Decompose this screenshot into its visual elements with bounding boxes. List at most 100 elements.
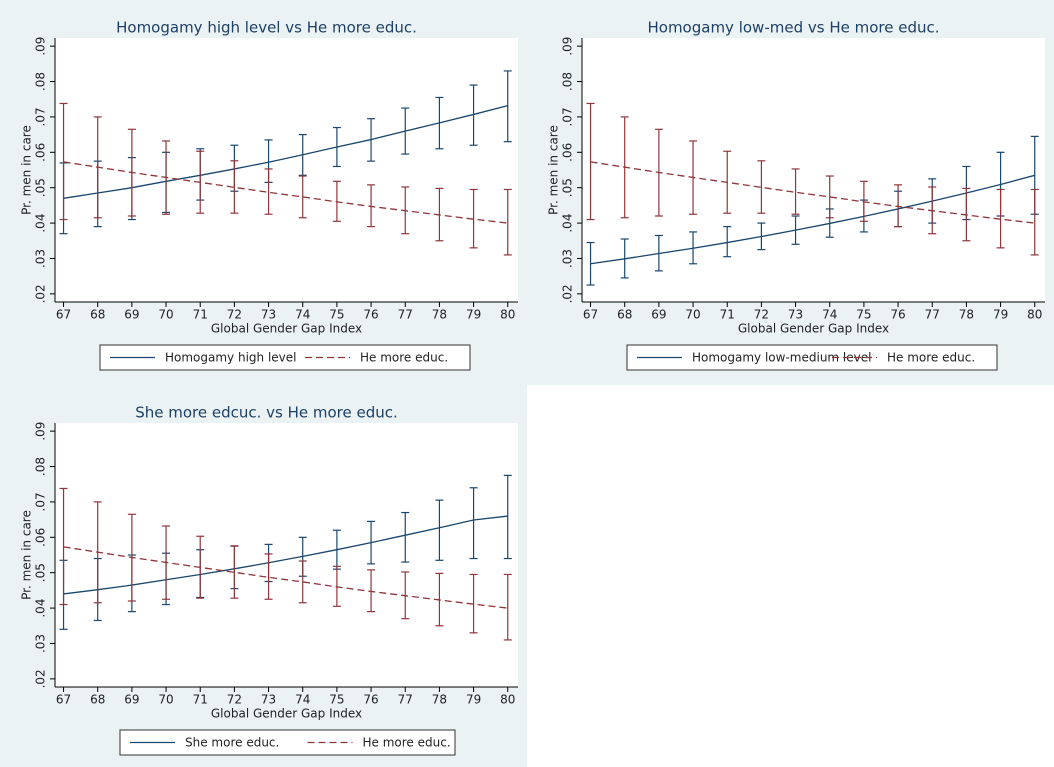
series-line [63, 546, 508, 609]
error-bar [503, 573, 512, 641]
x-tick-label: 71 [193, 308, 208, 322]
x-axis-title: Global Gender Gap Index [211, 322, 362, 336]
error-bar [825, 175, 834, 219]
y-tick-label: .06 [34, 528, 48, 547]
error-bar [503, 70, 512, 143]
error-bar [469, 84, 478, 146]
x-tick-label: 76 [363, 308, 378, 322]
x-tick-label: 72 [227, 308, 242, 322]
y-tick-label: .03 [561, 249, 575, 268]
x-tick-label: 71 [720, 308, 735, 322]
error-bar [723, 226, 732, 258]
y-tick-label: .05 [34, 563, 48, 582]
y-tick-label: .07 [561, 107, 575, 126]
x-tick-label: 76 [363, 693, 378, 707]
legend-label: He more educ. [360, 351, 448, 365]
x-tick-label: 70 [685, 308, 700, 322]
x-tick-label: 77 [398, 308, 413, 322]
x-tick-label: 73 [788, 308, 803, 322]
x-tick-label: 74 [295, 693, 310, 707]
error-bar [401, 511, 410, 563]
x-tick-label: 80 [1027, 308, 1042, 322]
x-axis-title: Global Gender Gap Index [738, 322, 889, 336]
x-tick-label: 79 [466, 308, 481, 322]
y-tick-label: .04 [34, 599, 48, 618]
x-tick-label: 79 [993, 308, 1008, 322]
legend-label: Homogamy low-medium level [692, 351, 871, 365]
x-tick-label: 78 [432, 308, 447, 322]
y-tick-label: .02 [34, 284, 48, 303]
y-tick-label: .02 [34, 669, 48, 688]
error-bar [791, 168, 800, 215]
error-bar [586, 102, 595, 221]
y-tick-label: .07 [34, 492, 48, 511]
error-bar [367, 569, 376, 613]
y-tick-label: .09 [561, 37, 575, 56]
x-tick-label: 69 [124, 693, 139, 707]
x-tick-label: 79 [466, 693, 481, 707]
x-tick-label: 80 [500, 308, 515, 322]
x-tick-label: 69 [651, 308, 666, 322]
error-bar [1030, 188, 1039, 256]
y-axis-title: Pr. men in care [547, 125, 561, 215]
legend-label: He more educ. [363, 736, 451, 750]
y-tick-label: .09 [34, 37, 48, 56]
series-line [63, 104, 508, 199]
error-bar [503, 188, 512, 256]
error-bar [757, 160, 766, 214]
y-tick-label: .07 [34, 107, 48, 126]
error-bar [230, 160, 239, 214]
x-tick-label: 67 [56, 693, 71, 707]
y-tick-label: .06 [34, 143, 48, 162]
chart-title: Homogamy low-med vs He more educ. [647, 19, 939, 37]
series-line [590, 161, 1035, 224]
x-tick-label: 72 [754, 308, 769, 322]
x-tick-label: 68 [90, 308, 105, 322]
error-bar [503, 474, 512, 560]
plot-area [582, 38, 1045, 302]
legend-label: He more educ. [887, 351, 975, 365]
y-tick-label: .08 [561, 72, 575, 91]
x-tick-label: 76 [890, 308, 905, 322]
x-tick-label: 73 [261, 693, 276, 707]
x-tick-label: 69 [124, 308, 139, 322]
series-line [63, 515, 508, 595]
y-axis-title: Pr. men in care [20, 510, 34, 600]
error-bar [59, 487, 68, 606]
x-tick-label: 68 [617, 308, 632, 322]
x-tick-label: 67 [56, 308, 71, 322]
legend-box [119, 729, 456, 756]
panel: Homogamy low-med vs He more educ. .02 .03.… [527, 0, 1054, 385]
x-tick-label: 74 [295, 308, 310, 322]
y-axis-title: Pr. men in care [20, 125, 34, 215]
y-tick-label: .05 [561, 178, 575, 197]
legend-label: She more educ. [185, 736, 279, 750]
x-tick-label: 78 [432, 693, 447, 707]
x-tick-label: 67 [583, 308, 598, 322]
y-tick-label: .09 [34, 422, 48, 441]
x-tick-label: 75 [329, 308, 344, 322]
error-bar [469, 487, 478, 560]
x-tick-label: 68 [90, 693, 105, 707]
y-tick-label: .03 [34, 249, 48, 268]
y-tick-label: .02 [561, 284, 575, 303]
x-tick-label: 77 [398, 693, 413, 707]
x-axis-title: Global Gender Gap Index [211, 707, 362, 721]
panel: She more edcuc. vs He more educ. .02 .03 .0… [0, 385, 527, 767]
error-bar [298, 175, 307, 219]
error-bar [59, 102, 68, 221]
x-tick-label: 73 [261, 308, 276, 322]
plot-area [55, 38, 518, 302]
y-tick-label: .05 [34, 178, 48, 197]
x-tick-label: 70 [158, 693, 173, 707]
error-bar [367, 184, 376, 228]
legend-box [99, 344, 471, 371]
y-tick-label: .08 [34, 457, 48, 476]
error-bar [264, 168, 273, 215]
chart-title: She more edcuc. vs He more educ. [135, 404, 398, 422]
x-tick-label: 72 [227, 693, 242, 707]
x-tick-label: 80 [500, 693, 515, 707]
error-bar [230, 545, 239, 599]
x-tick-label: 77 [925, 308, 940, 322]
